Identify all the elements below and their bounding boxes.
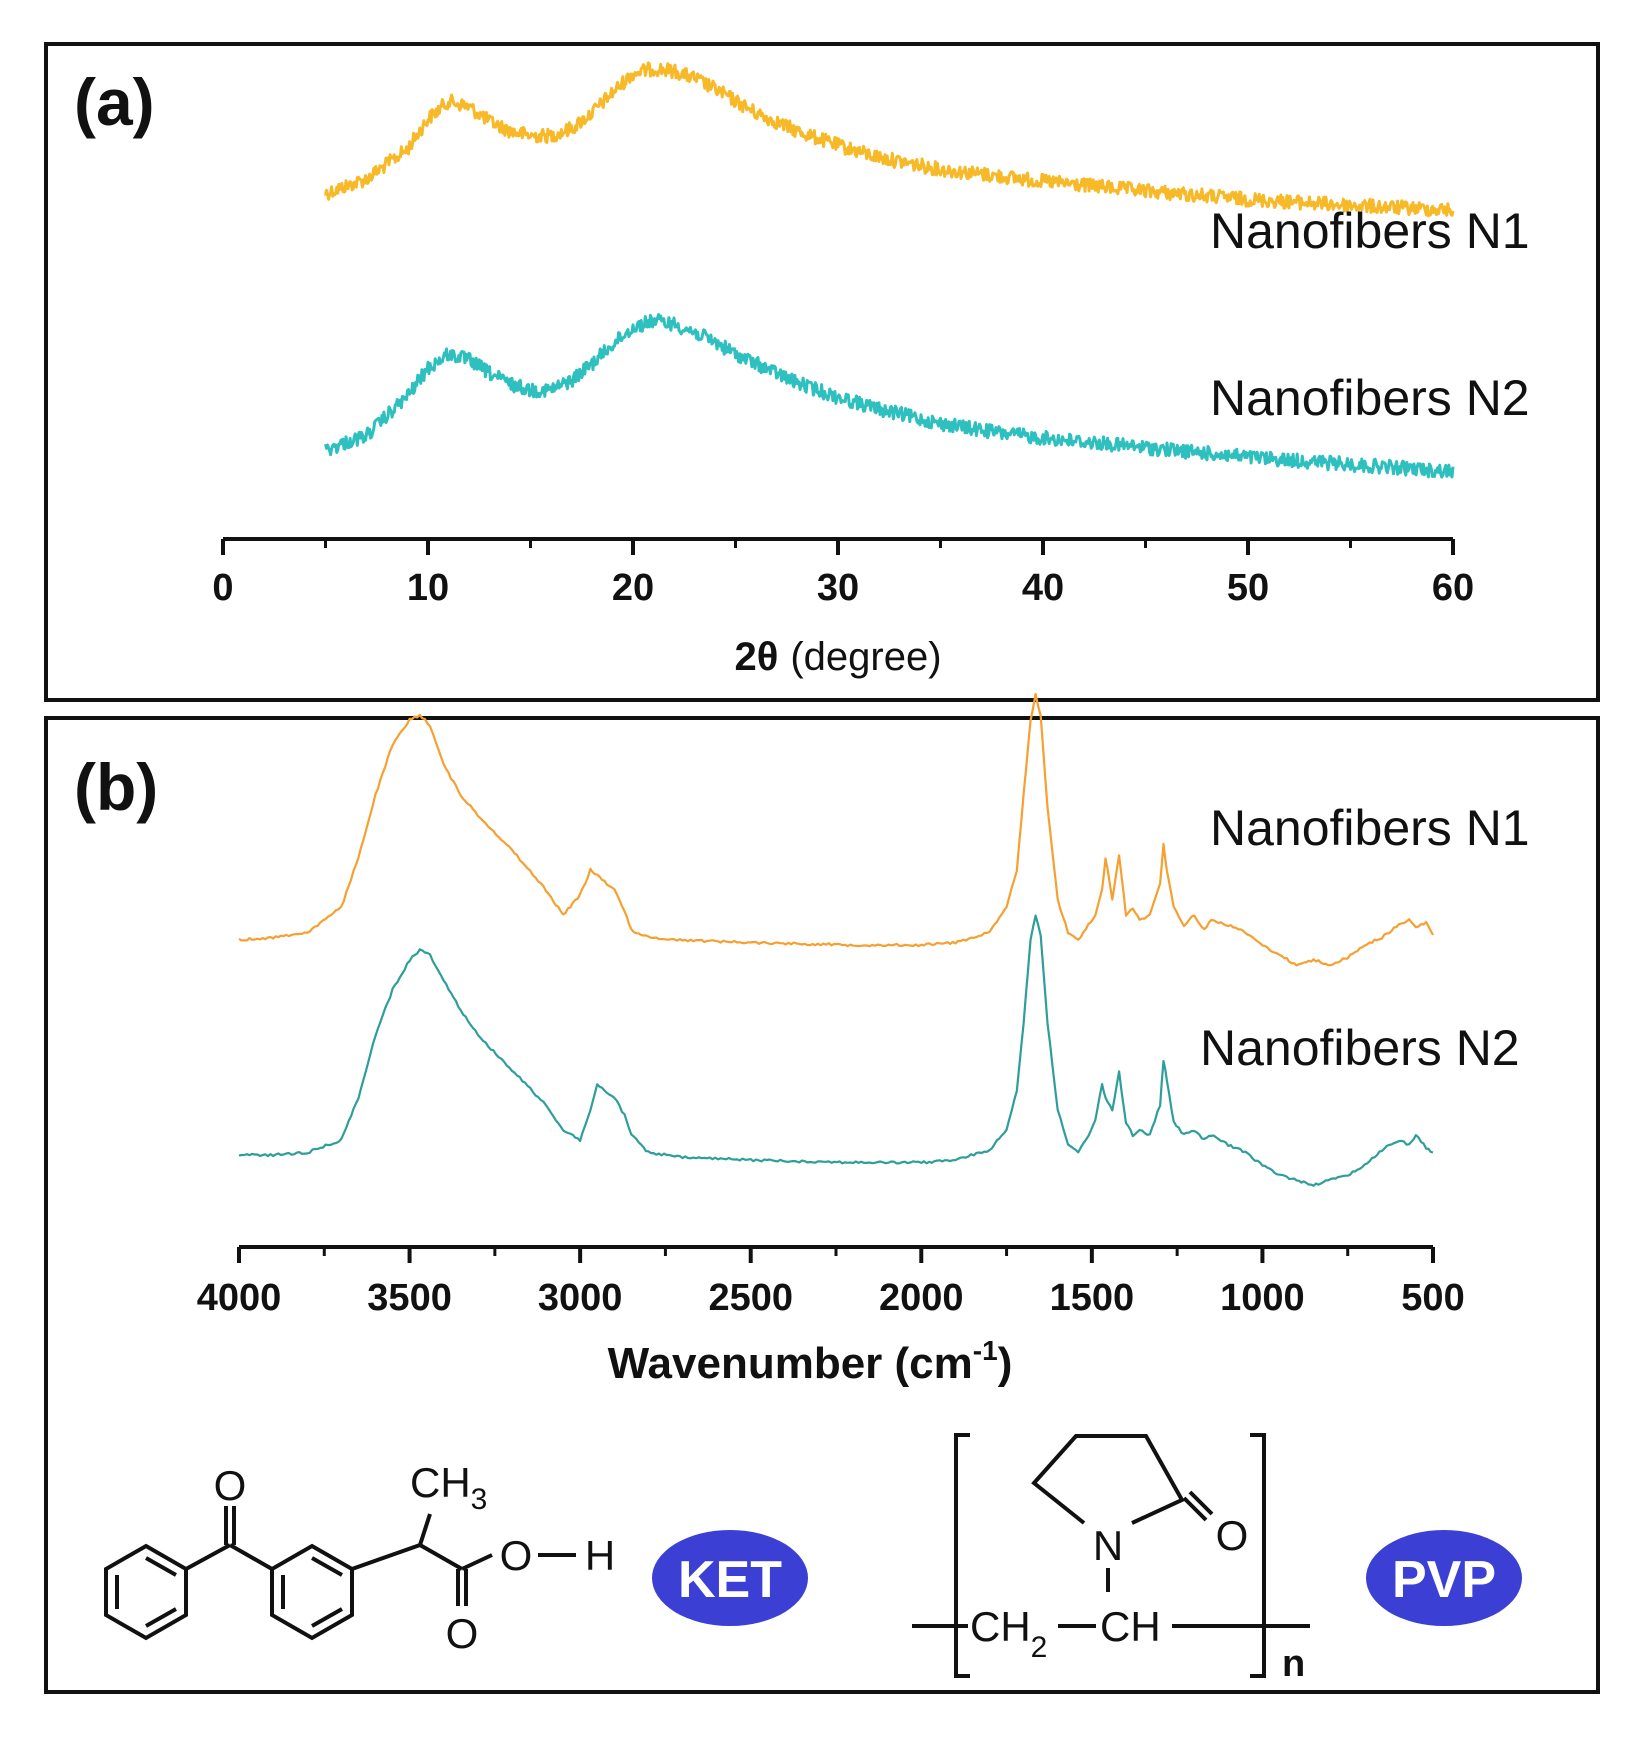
panel-a-x-ticks: 0 10 20 30 40 50 60 [212,539,1474,609]
panel-b-tick-label: 2000 [879,1277,964,1319]
ket-bond [229,1543,273,1571]
panel-a-tick-label: 40 [1022,567,1064,609]
panel-b-series [238,692,1434,1187]
ket-atom-labels: O CH3 O H O [214,1459,616,1657]
panel-a-tick-label: 60 [1432,567,1474,609]
ket-ketone-oxygen: O [214,1462,247,1509]
panel-b-series-line-2 [238,914,1434,1187]
ket-methyl-bond [418,1513,432,1546]
ket-structure [104,1506,576,1641]
panel-a-legend-n2: Nanofibers N2 [1210,370,1530,426]
ket-badge-label: KET [678,1551,782,1609]
panel-a-tick-label: 30 [817,567,859,609]
ket-hydroxyl-bond [461,1553,493,1571]
pvp-ch-label: CH [1100,1603,1161,1650]
pvp-structure [912,1433,1310,1678]
panel-a-tick-label: 50 [1227,567,1269,609]
ket-ring2-double-bond [311,1607,343,1628]
panel-b-tick-label: 500 [1401,1277,1464,1319]
panel-a-tick-label: 20 [612,567,654,609]
ket-hydroxyl-oxygen: O [500,1532,533,1579]
ket-bond [419,1543,463,1571]
ket-bond [351,1543,421,1571]
panel-b-x-axis-label: Wavenumber (cm-1) [608,1335,1013,1388]
panel-a: (a) Nanofibers N1 Nanofibers N2 0 10 20 30 4… [44,42,1600,702]
pvp-ring-nitrogen: N [1093,1522,1123,1569]
panel-a-x-axis-label: 2θ (degree) [734,635,941,679]
panel-b-tick-label: 2500 [708,1277,793,1319]
pvp-ring-oxygen: O [1216,1512,1249,1559]
panel-a-tick-label: 10 [407,567,449,609]
panel-b-legend-n2: Nanofibers N2 [1200,1020,1520,1076]
pvp-right-bracket [1250,1433,1266,1678]
panel-b-tick-label: 3000 [538,1277,623,1319]
panel-b-series-line-1 [238,692,1434,967]
pvp-pyrrolidone-ring [1031,1434,1185,1525]
panel-a-label: (a) [74,65,155,139]
ket-bond [185,1543,231,1571]
panel-b-tick-label: 4000 [197,1277,282,1319]
pvp-left-bracket [954,1433,970,1678]
panel-a-legend-n1: Nanofibers N1 [1210,203,1530,259]
pvp-atom-labels: N O CH2 CH n [970,1512,1305,1685]
ket-ring1-double-bond [145,1607,177,1628]
ket-ring1-double-bond [145,1556,177,1577]
panel-b-tick-label: 1000 [1220,1277,1305,1319]
pvp-badge-label: PVP [1392,1551,1496,1609]
pvp-ch2-label: CH2 [970,1603,1047,1664]
panel-b-label: (b) [74,750,158,824]
pvp-badge [1366,1530,1522,1626]
panel-a-frame [44,42,1600,702]
panel-b-frame [44,716,1600,1694]
ket-badge [652,1530,808,1626]
pvp-carbonyl-double-bond [1182,1496,1208,1522]
panel-b-legend-n1: Nanofibers N1 [1210,800,1530,856]
ket-ring2-double-bond [311,1556,343,1577]
panel-a-tick-label: 0 [212,567,233,609]
panel-b: (b) Nanofibers N1 Nanofibers N2 4000 3500… [44,692,1600,1694]
ket-carbonyl-oxygen: O [446,1610,479,1657]
pvp-carbonyl-double-bond [1188,1490,1214,1516]
ket-hydroxyl-hydrogen: H [585,1532,615,1579]
panel-a-series [324,61,1455,479]
panel-a-series-line-2 [324,313,1455,479]
panel-b-x-ticks: 4000 3500 3000 2500 2000 1500 1000 500 [197,1247,1465,1319]
panel-b-tick-label: 3500 [367,1277,452,1319]
panel-b-tick-label: 1500 [1050,1277,1135,1319]
ket-methyl-label: CH3 [410,1459,487,1516]
pvp-repeat-n: n [1282,1643,1305,1685]
panel-a-series-line-1 [324,61,1455,218]
